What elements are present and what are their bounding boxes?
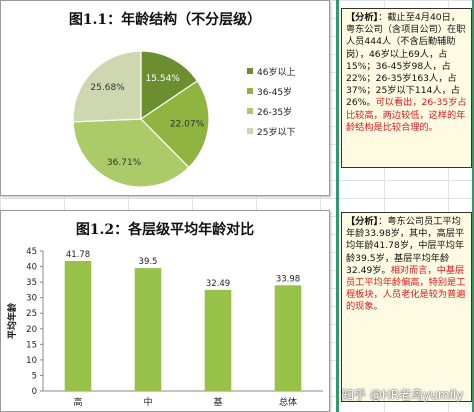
legend-label: 46岁以上: [257, 67, 296, 78]
bar-value-label-1: 39.5: [139, 257, 158, 267]
bar-value-label-0: 41.78: [66, 250, 90, 260]
note-text: ：截止至4月40日，粤东公司（含项目公司）在职人员444人（不含后勤辅助岗），4…: [346, 12, 466, 109]
y-tick-label: 20: [26, 325, 37, 335]
y-tick-label: 15: [26, 340, 37, 350]
pie-value-label-0: 15.54%: [146, 74, 181, 84]
y-tick-label: 30: [26, 294, 37, 304]
y-axis-label: 平均年龄: [6, 302, 18, 339]
legend-label: 25岁以下: [257, 127, 296, 138]
pie-slice-1: [140, 80, 210, 169]
bar-chart: 0 5 10 15 20 25 30 35 40 45 平均年龄 41.78 高 39.5 中 32.49 基 3…: [6, 247, 323, 408]
watermark: 知乎 @HR老鸟yumily: [342, 388, 464, 402]
x-tick-label-1: 中: [143, 396, 152, 408]
pie-chart-title: 图1.1：年龄结构（不分层级）: [68, 12, 262, 28]
x-tick-label-3: 总体: [279, 396, 297, 408]
pie-chart-container[interactable]: 图1.1：年龄结构（不分层级） 15.54% 22.07% 36.71% 25.68%…: [0, 0, 330, 196]
analysis-note-average-age[interactable]: 【分析】：粤东公司员工平均年龄33.98岁，其中，高层平均年龄41.78岁，中层…: [341, 212, 472, 402]
note-highlight: 相对而言，中基层员工平均年龄偏高，特别是工程板块，人员老化是较为普遍的现象。: [346, 264, 466, 313]
bar-chart-title: 图1.2：各层级平均年龄对比: [75, 222, 255, 238]
bar-0: [64, 261, 92, 391]
y-tick-label: 25: [26, 309, 37, 319]
analysis-note-age-structure[interactable]: 【分析】：截止至4月40日，粤东公司（含项目公司）在职人员444人（不含后勤辅助…: [341, 8, 472, 168]
y-tick-label: 10: [26, 356, 37, 366]
legend-swatch: [247, 68, 253, 74]
bar-value-label-2: 32.49: [206, 279, 230, 289]
pie-slice-3: [72, 50, 142, 123]
legend-item-0: 46岁以上: [247, 61, 295, 81]
bar-2: [204, 289, 232, 391]
note-label: 【分析】: [346, 216, 379, 227]
bar-chart-container[interactable]: 图1.2：各层级平均年龄对比 0 5 10 15 20 25 30 35 40 45 平均年龄 41.…: [0, 210, 330, 412]
column-separator-left: [336, 0, 339, 412]
legend-label: 26-35岁: [257, 107, 293, 118]
note-highlight: 可以看出，26-35岁占比较高，两边较低，这样的年龄结构是比较合理的。: [346, 97, 467, 133]
legend-label: 36-45岁: [257, 87, 293, 98]
legend-swatch: [247, 108, 253, 114]
y-tick-label: 45: [26, 247, 37, 257]
y-tick-label: 35: [26, 278, 37, 288]
note-text: ：粤东公司员工平均年龄33.98岁，其中，高层平均年龄41.78岁，中层平均年龄…: [346, 216, 465, 276]
bar-1: [134, 268, 162, 391]
pie-legend: 46岁以上 36-45岁 26-35岁 25岁以下: [247, 61, 295, 141]
legend-item-1: 36-45岁: [247, 81, 295, 101]
bar-3: [274, 285, 302, 391]
pie-value-label-3: 25.68%: [90, 83, 125, 93]
x-tick-label-2: 基: [213, 396, 222, 408]
column-separator-right: [472, 0, 474, 412]
pie-slice-2: [72, 118, 190, 188]
pie-slice-0: [140, 50, 199, 121]
y-tick-label: 0: [32, 387, 37, 397]
pie-value-label-1: 22.07%: [170, 120, 205, 130]
pie-value-label-2: 36.71%: [107, 158, 142, 168]
legend-swatch: [247, 88, 253, 94]
pie-chart: 15.54% 22.07% 36.71% 25.68%: [72, 50, 210, 188]
legend-item-2: 26-35岁: [247, 101, 295, 121]
y-tick-label: 5: [32, 371, 37, 381]
legend-swatch: [247, 128, 253, 134]
bar-value-label-3: 33.98: [276, 274, 300, 284]
note-label: 【分析】: [346, 12, 379, 23]
y-tick-label: 40: [26, 263, 37, 273]
x-tick-label-0: 高: [73, 396, 82, 408]
legend-item-3: 25岁以下: [247, 121, 295, 141]
